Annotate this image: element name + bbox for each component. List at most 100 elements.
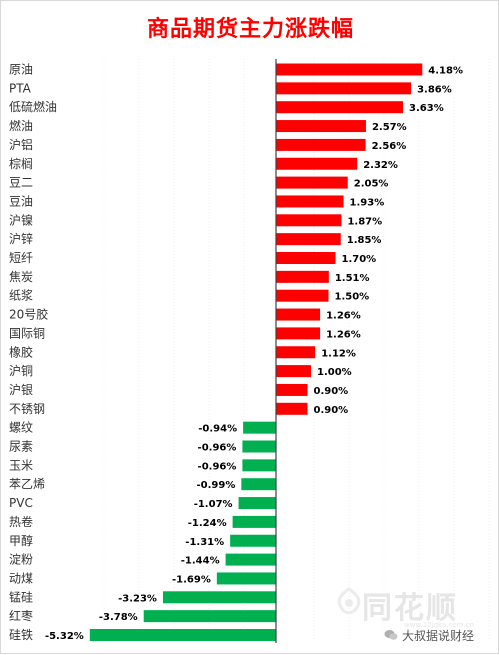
category-label: 沪镍 — [9, 213, 33, 227]
category-label: 橡胶 — [9, 344, 33, 359]
value-label: 2.57% — [372, 122, 407, 133]
category-label: 豆油 — [9, 194, 33, 208]
watermark-brand: 同花顺 — [362, 591, 458, 626]
category-label: 沪锌 — [9, 232, 33, 246]
category-label: 苯乙烯 — [9, 477, 45, 491]
value-label: -0.99% — [197, 480, 236, 491]
category-label: 尿素 — [9, 440, 33, 454]
value-label: 1.51% — [335, 273, 370, 284]
category-label: 热卷 — [9, 514, 33, 529]
value-label: -0.94% — [198, 424, 237, 435]
value-label: 4.18% — [428, 66, 463, 77]
value-label: 2.56% — [372, 141, 407, 152]
bar — [276, 270, 329, 283]
category-label: 短纤 — [9, 251, 33, 265]
value-label: -1.44% — [181, 556, 220, 567]
category-label: PTA — [9, 81, 32, 95]
value-label: -1.69% — [172, 574, 211, 585]
chart-title: 商品期货主力涨跌幅 — [146, 16, 354, 42]
bar — [89, 629, 276, 641]
bar — [276, 195, 344, 208]
value-label: 2.32% — [363, 160, 398, 171]
category-label: PVC — [9, 496, 33, 510]
watermark-url: www.10jqka.com.cn — [404, 621, 474, 629]
category-label: 低硫燃油 — [9, 99, 57, 114]
bar — [243, 421, 276, 434]
bar — [276, 346, 316, 359]
value-label: -0.96% — [198, 443, 237, 454]
bar — [232, 515, 276, 528]
value-label: 1.85% — [347, 235, 382, 246]
value-label: 1.87% — [347, 216, 382, 227]
bar — [276, 252, 336, 264]
watermark-account: 大叔据说财经 — [402, 629, 475, 643]
value-label: 1.00% — [317, 367, 352, 378]
value-label: -1.31% — [185, 537, 224, 548]
bar — [230, 534, 276, 547]
value-label: 3.63% — [409, 103, 444, 114]
value-label: -3.23% — [118, 593, 157, 604]
bar — [225, 553, 276, 566]
value-label: -5.32% — [45, 631, 84, 642]
bar — [276, 365, 311, 378]
bar — [242, 459, 276, 472]
bar — [276, 157, 358, 170]
value-label: 0.90% — [314, 386, 349, 397]
category-label: 豆二 — [9, 176, 33, 190]
bar — [276, 101, 404, 114]
bar — [162, 591, 276, 604]
bar — [276, 308, 321, 321]
category-label: 燃油 — [9, 118, 33, 133]
category-label: 20号胶 — [9, 307, 48, 322]
bar — [276, 120, 366, 133]
category-label: 沪铝 — [9, 137, 33, 152]
category-label: 硅铁 — [9, 628, 33, 642]
10jqka-logo-icon — [337, 587, 361, 615]
category-label: 淀粉 — [9, 553, 33, 567]
category-label: 焦炭 — [9, 270, 33, 284]
value-label: 1.26% — [326, 311, 361, 322]
bar — [276, 176, 348, 189]
bar — [276, 402, 308, 415]
category-label: 甲醇 — [9, 533, 33, 548]
bar — [276, 327, 321, 340]
bar — [276, 138, 366, 151]
value-label: -1.24% — [188, 518, 227, 529]
value-label: 1.12% — [321, 348, 356, 359]
bar — [276, 383, 308, 396]
category-label: 螺纹 — [9, 421, 33, 435]
bar — [238, 497, 276, 510]
watermark: 同花顺 www.10jqka.com.cn 大叔据说财经 — [334, 583, 494, 651]
bar — [276, 233, 341, 246]
bar — [216, 572, 276, 585]
value-label: 1.70% — [342, 254, 377, 265]
value-label: 0.90% — [314, 405, 349, 416]
category-label: 玉米 — [9, 458, 33, 472]
bar — [242, 440, 276, 453]
category-label: 不锈钢 — [9, 402, 45, 416]
value-label: -1.07% — [194, 499, 233, 510]
category-label: 棕榈 — [9, 156, 33, 171]
category-label: 沪银 — [9, 383, 33, 397]
category-label: 原油 — [9, 63, 33, 77]
category-label: 红枣 — [9, 608, 33, 623]
bar — [276, 63, 423, 76]
category-label: 国际铜 — [9, 325, 45, 340]
value-label: 1.50% — [335, 292, 370, 303]
category-label: 纸浆 — [9, 288, 33, 303]
value-label: -3.78% — [99, 612, 138, 623]
bar — [276, 82, 412, 95]
value-label: -0.96% — [198, 461, 237, 472]
value-label: 3.86% — [417, 84, 452, 95]
category-label: 动煤 — [9, 571, 33, 585]
wechat-icon — [384, 630, 398, 640]
bar — [241, 478, 276, 491]
bar — [276, 289, 329, 302]
bar — [276, 214, 342, 227]
bar — [143, 610, 276, 623]
value-label: 2.05% — [354, 179, 389, 190]
category-label: 锰硅 — [9, 589, 33, 604]
value-label: 1.93% — [350, 197, 385, 208]
